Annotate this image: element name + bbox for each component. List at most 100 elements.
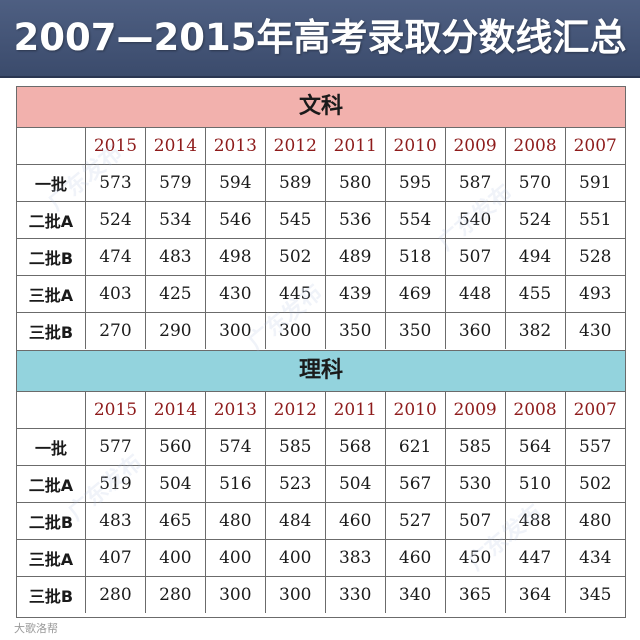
score-cell: 455 [504,275,566,313]
score-cell: 483 [85,502,146,540]
score-cell: 290 [144,312,206,349]
year-cell: 2008 [504,128,566,165]
row-label: 二批B [17,238,86,276]
row-label: 三批B [17,576,86,613]
year-cell: 2014 [144,128,206,165]
year-cell: 2015 [85,128,146,165]
score-cell: 270 [85,312,146,349]
score-cell: 518 [384,238,446,276]
score-cell: 400 [144,539,206,577]
score-cell: 425 [144,275,206,313]
score-cell: 480 [564,502,625,540]
score-cell: 498 [204,238,266,276]
score-cell: 407 [85,539,146,577]
year-header-row: 2015 2014 2013 2012 2011 2010 2009 2008 … [17,128,625,165]
score-cell: 567 [384,465,446,503]
row-label: 三批B [17,312,86,349]
page-title: 2007—2015年高考录取分数线汇总 [13,16,627,59]
score-cell: 574 [204,428,266,466]
score-cell: 465 [144,502,206,540]
score-cell: 474 [85,238,146,276]
score-cell: 534 [144,201,206,239]
table-row: 三批A 407 400 400 400 383 460 450 447 434 [17,539,625,577]
table-row: 二批B 483 465 480 484 460 527 507 488 480 [17,502,625,540]
score-cell: 507 [444,238,506,276]
year-cell: 2011 [324,128,386,165]
score-cell: 447 [504,539,566,577]
score-cell: 577 [85,428,146,466]
score-cell: 280 [85,576,146,613]
score-cell: 480 [204,502,266,540]
corner-cell [17,392,86,429]
year-cell: 2008 [504,392,566,429]
score-cell: 403 [85,275,146,313]
year-cell: 2009 [444,392,506,429]
score-cell: 621 [384,428,446,466]
score-cell: 300 [204,576,266,613]
score-cell: 573 [85,164,146,202]
score-cell: 360 [444,312,506,349]
score-cell: 516 [204,465,266,503]
year-cell: 2010 [384,392,446,429]
table-row: 三批A 403 425 430 445 439 469 448 455 493 [17,275,625,313]
score-cell: 591 [564,164,625,202]
row-label: 三批A [17,275,86,313]
score-cell: 400 [264,539,326,577]
row-label: 二批B [17,502,86,540]
score-cell: 345 [564,576,625,613]
year-cell: 2007 [564,392,625,429]
score-cell: 460 [324,502,386,540]
section-title-wenke: 文科 [17,87,625,128]
year-cell: 2007 [564,128,625,165]
score-cell: 493 [564,275,625,313]
table-row: 二批A 519 504 516 523 504 567 530 510 502 [17,465,625,503]
score-cell: 350 [324,312,386,349]
title-bar [0,0,640,78]
score-cell: 382 [504,312,566,349]
score-cell: 579 [144,164,206,202]
score-cell: 300 [264,576,326,613]
score-cell: 489 [324,238,386,276]
year-cell: 2010 [384,128,446,165]
score-cell: 524 [504,201,566,239]
score-cell: 589 [264,164,326,202]
corner-watermark: 大歌洛帮 [14,622,58,635]
table-row: 三批B 270 290 300 300 350 350 360 382 430 [17,312,625,349]
score-cell: 504 [144,465,206,503]
score-cell: 530 [444,465,506,503]
table-row: 二批B 474 483 498 502 489 518 507 494 528 [17,238,625,276]
score-cell: 280 [144,576,206,613]
score-cell: 400 [204,539,266,577]
row-label: 三批A [17,539,86,577]
score-cell: 502 [564,465,625,503]
score-cell: 488 [504,502,566,540]
corner-cell [17,128,86,165]
wenke-table: 2015 2014 2013 2012 2011 2010 2009 2008 … [17,128,625,349]
year-cell: 2014 [144,392,206,429]
wenke-section: 文科 2015 2014 2013 2012 2011 2010 2009 20… [16,86,626,352]
score-cell: 365 [444,576,506,613]
table-row: 一批 573 579 594 589 580 595 587 570 591 [17,164,625,202]
table-row: 二批A 524 534 546 545 536 554 540 524 551 [17,201,625,239]
score-cell: 450 [444,539,506,577]
score-cell: 595 [384,164,446,202]
year-header-row: 2015 2014 2013 2012 2011 2010 2009 2008 … [17,392,625,429]
score-cell: 364 [504,576,566,613]
year-cell: 2015 [85,392,146,429]
table-row: 三批B 280 280 300 300 330 340 365 364 345 [17,576,625,613]
table-row: 一批 577 560 574 585 568 621 585 564 557 [17,428,625,466]
score-cell: 430 [204,275,266,313]
row-label: 一批 [17,428,86,466]
score-cell: 594 [204,164,266,202]
score-cell: 585 [264,428,326,466]
row-label: 二批A [17,201,86,239]
score-cell: 504 [324,465,386,503]
score-cell: 585 [444,428,506,466]
score-cell: 524 [85,201,146,239]
score-cell: 300 [264,312,326,349]
score-cell: 580 [324,164,386,202]
row-label: 一批 [17,164,86,202]
score-cell: 469 [384,275,446,313]
year-cell: 2013 [204,128,266,165]
score-cell: 430 [564,312,625,349]
